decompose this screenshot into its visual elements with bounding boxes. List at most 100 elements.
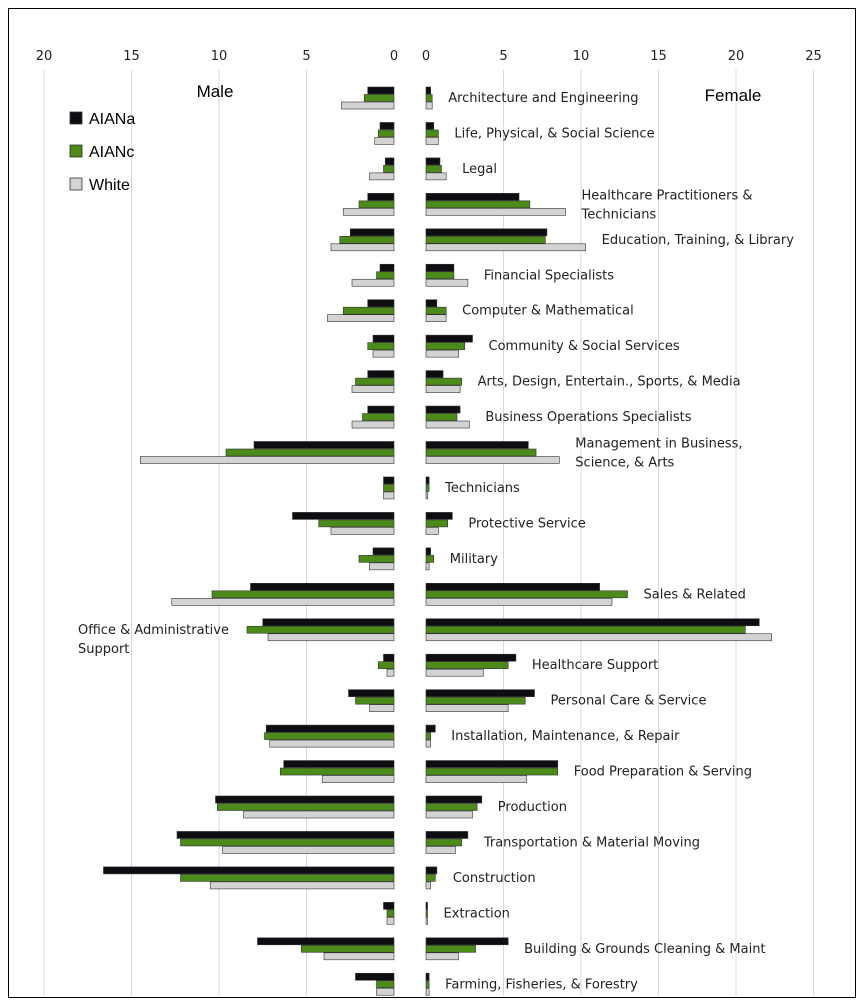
female-bar-aiana [425, 937, 509, 946]
female-tick-label: 20 [728, 49, 745, 64]
category-label: Office & Administrative [78, 623, 229, 638]
female-bar-white [425, 491, 428, 500]
male-tick-label: 5 [302, 49, 310, 64]
male-tick-label: 15 [123, 49, 140, 64]
female-bar-white [425, 101, 433, 110]
female-bar-white [425, 668, 484, 677]
female-bar-white [425, 385, 461, 393]
female-bar-white [425, 846, 456, 854]
female-bar-aianc [425, 590, 628, 599]
male-bar-white [267, 633, 395, 642]
legend-swatch-white [69, 177, 83, 191]
female-bar-white [425, 775, 528, 783]
category-label: Science, & Arts [575, 456, 674, 471]
female-bar-aianc [425, 838, 462, 847]
female-bar-aianc [425, 874, 436, 882]
category-label: Community & Social Services [489, 339, 680, 354]
female-bar-aianc [425, 306, 447, 315]
female-bar-aiana [425, 476, 430, 485]
male-bar-white [351, 278, 395, 287]
male-bar-aianc [362, 413, 395, 421]
female-bar-aiana [425, 405, 461, 414]
category-label: Installation, Maintenance, & Repair [451, 729, 680, 744]
female-bar-aianc [425, 200, 531, 209]
category-label: Personal Care & Service [551, 694, 707, 709]
female-bar-aianc [425, 980, 430, 989]
female-bar-white [425, 456, 560, 464]
male-bar-aianc [377, 661, 395, 670]
male-panel-label: Male [197, 82, 234, 101]
female-bar-white [425, 208, 566, 216]
female-bar-aianc [425, 944, 476, 953]
female-tick-label: 10 [573, 49, 590, 64]
female-bar-aiana [425, 618, 760, 627]
female-bar-aianc [425, 909, 428, 918]
male-bar-aiana [262, 618, 395, 627]
category-label: Farming, Fisheries, & Forestry [445, 977, 638, 992]
category-label: Architecture and Engineering [448, 91, 638, 106]
male-bar-aianc [355, 377, 395, 386]
female-bar-aianc [425, 377, 462, 386]
male-bar-white [386, 668, 395, 677]
female-bar-aianc [425, 484, 430, 492]
category-label: Extraction [444, 906, 510, 921]
female-bar-white [425, 314, 447, 323]
male-bar-white [383, 491, 395, 500]
female-bar-aianc [425, 94, 433, 102]
male-bar-aiana [253, 441, 395, 449]
male-bar-aianc [180, 874, 395, 882]
female-bar-white [425, 597, 613, 606]
female-bar-white [425, 881, 431, 890]
female-bar-aiana [425, 263, 455, 272]
male-bar-aianc [225, 448, 395, 457]
category-label: Computer & Mathematical [462, 304, 634, 319]
female-tick-label: 0 [422, 49, 430, 64]
male-bar-white [269, 739, 395, 748]
male-bar-aianc [216, 803, 395, 811]
female-bar-white [425, 987, 430, 996]
male-bar-aianc [318, 519, 395, 528]
female-bar-aianc [425, 519, 449, 528]
male-tick-label: 10 [211, 49, 228, 64]
female-bar-white [425, 917, 428, 925]
male-bar-aianc [246, 625, 395, 634]
female-bar-aiana [425, 441, 529, 449]
male-bar-aianc [339, 236, 395, 244]
male-bar-white [369, 562, 395, 571]
male-bar-aiana [372, 334, 395, 343]
male-bar-aianc [376, 980, 395, 989]
female-bar-white [425, 739, 431, 748]
female-bar-aiana [425, 724, 436, 733]
male-bar-aiana [367, 299, 395, 308]
category-label: Production [498, 800, 567, 815]
female-bar-aiana [425, 334, 473, 343]
female-bar-aianc [425, 625, 746, 634]
category-label: Construction [453, 871, 536, 886]
legend-label-white: White [89, 177, 130, 194]
female-bar-aiana [425, 370, 444, 378]
male-bar-white [243, 810, 395, 819]
male-bar-aiana [367, 370, 395, 378]
category-label: Support [78, 642, 129, 657]
male-bar-aiana [349, 228, 395, 237]
female-bar-aiana [425, 582, 600, 591]
male-bar-white [351, 385, 395, 393]
female-bar-aiana [425, 122, 435, 130]
female-bar-aiana [425, 86, 431, 95]
female-bar-aiana [425, 157, 441, 166]
male-bar-white [374, 137, 395, 145]
male-tick-label: 20 [36, 49, 53, 64]
male-bar-aiana [379, 122, 395, 130]
male-bar-white [139, 456, 395, 464]
male-bar-aiana [103, 866, 395, 875]
female-bar-aiana [425, 512, 453, 520]
legend-swatch-aiana [69, 111, 83, 125]
male-bar-white [330, 243, 395, 252]
category-label: Healthcare Practitioners & [582, 188, 753, 203]
male-bar-aianc [211, 590, 395, 599]
female-bar-white [425, 243, 586, 252]
female-bar-aianc [425, 342, 466, 350]
female-bar-aianc [425, 165, 442, 173]
male-bar-aianc [300, 944, 395, 953]
